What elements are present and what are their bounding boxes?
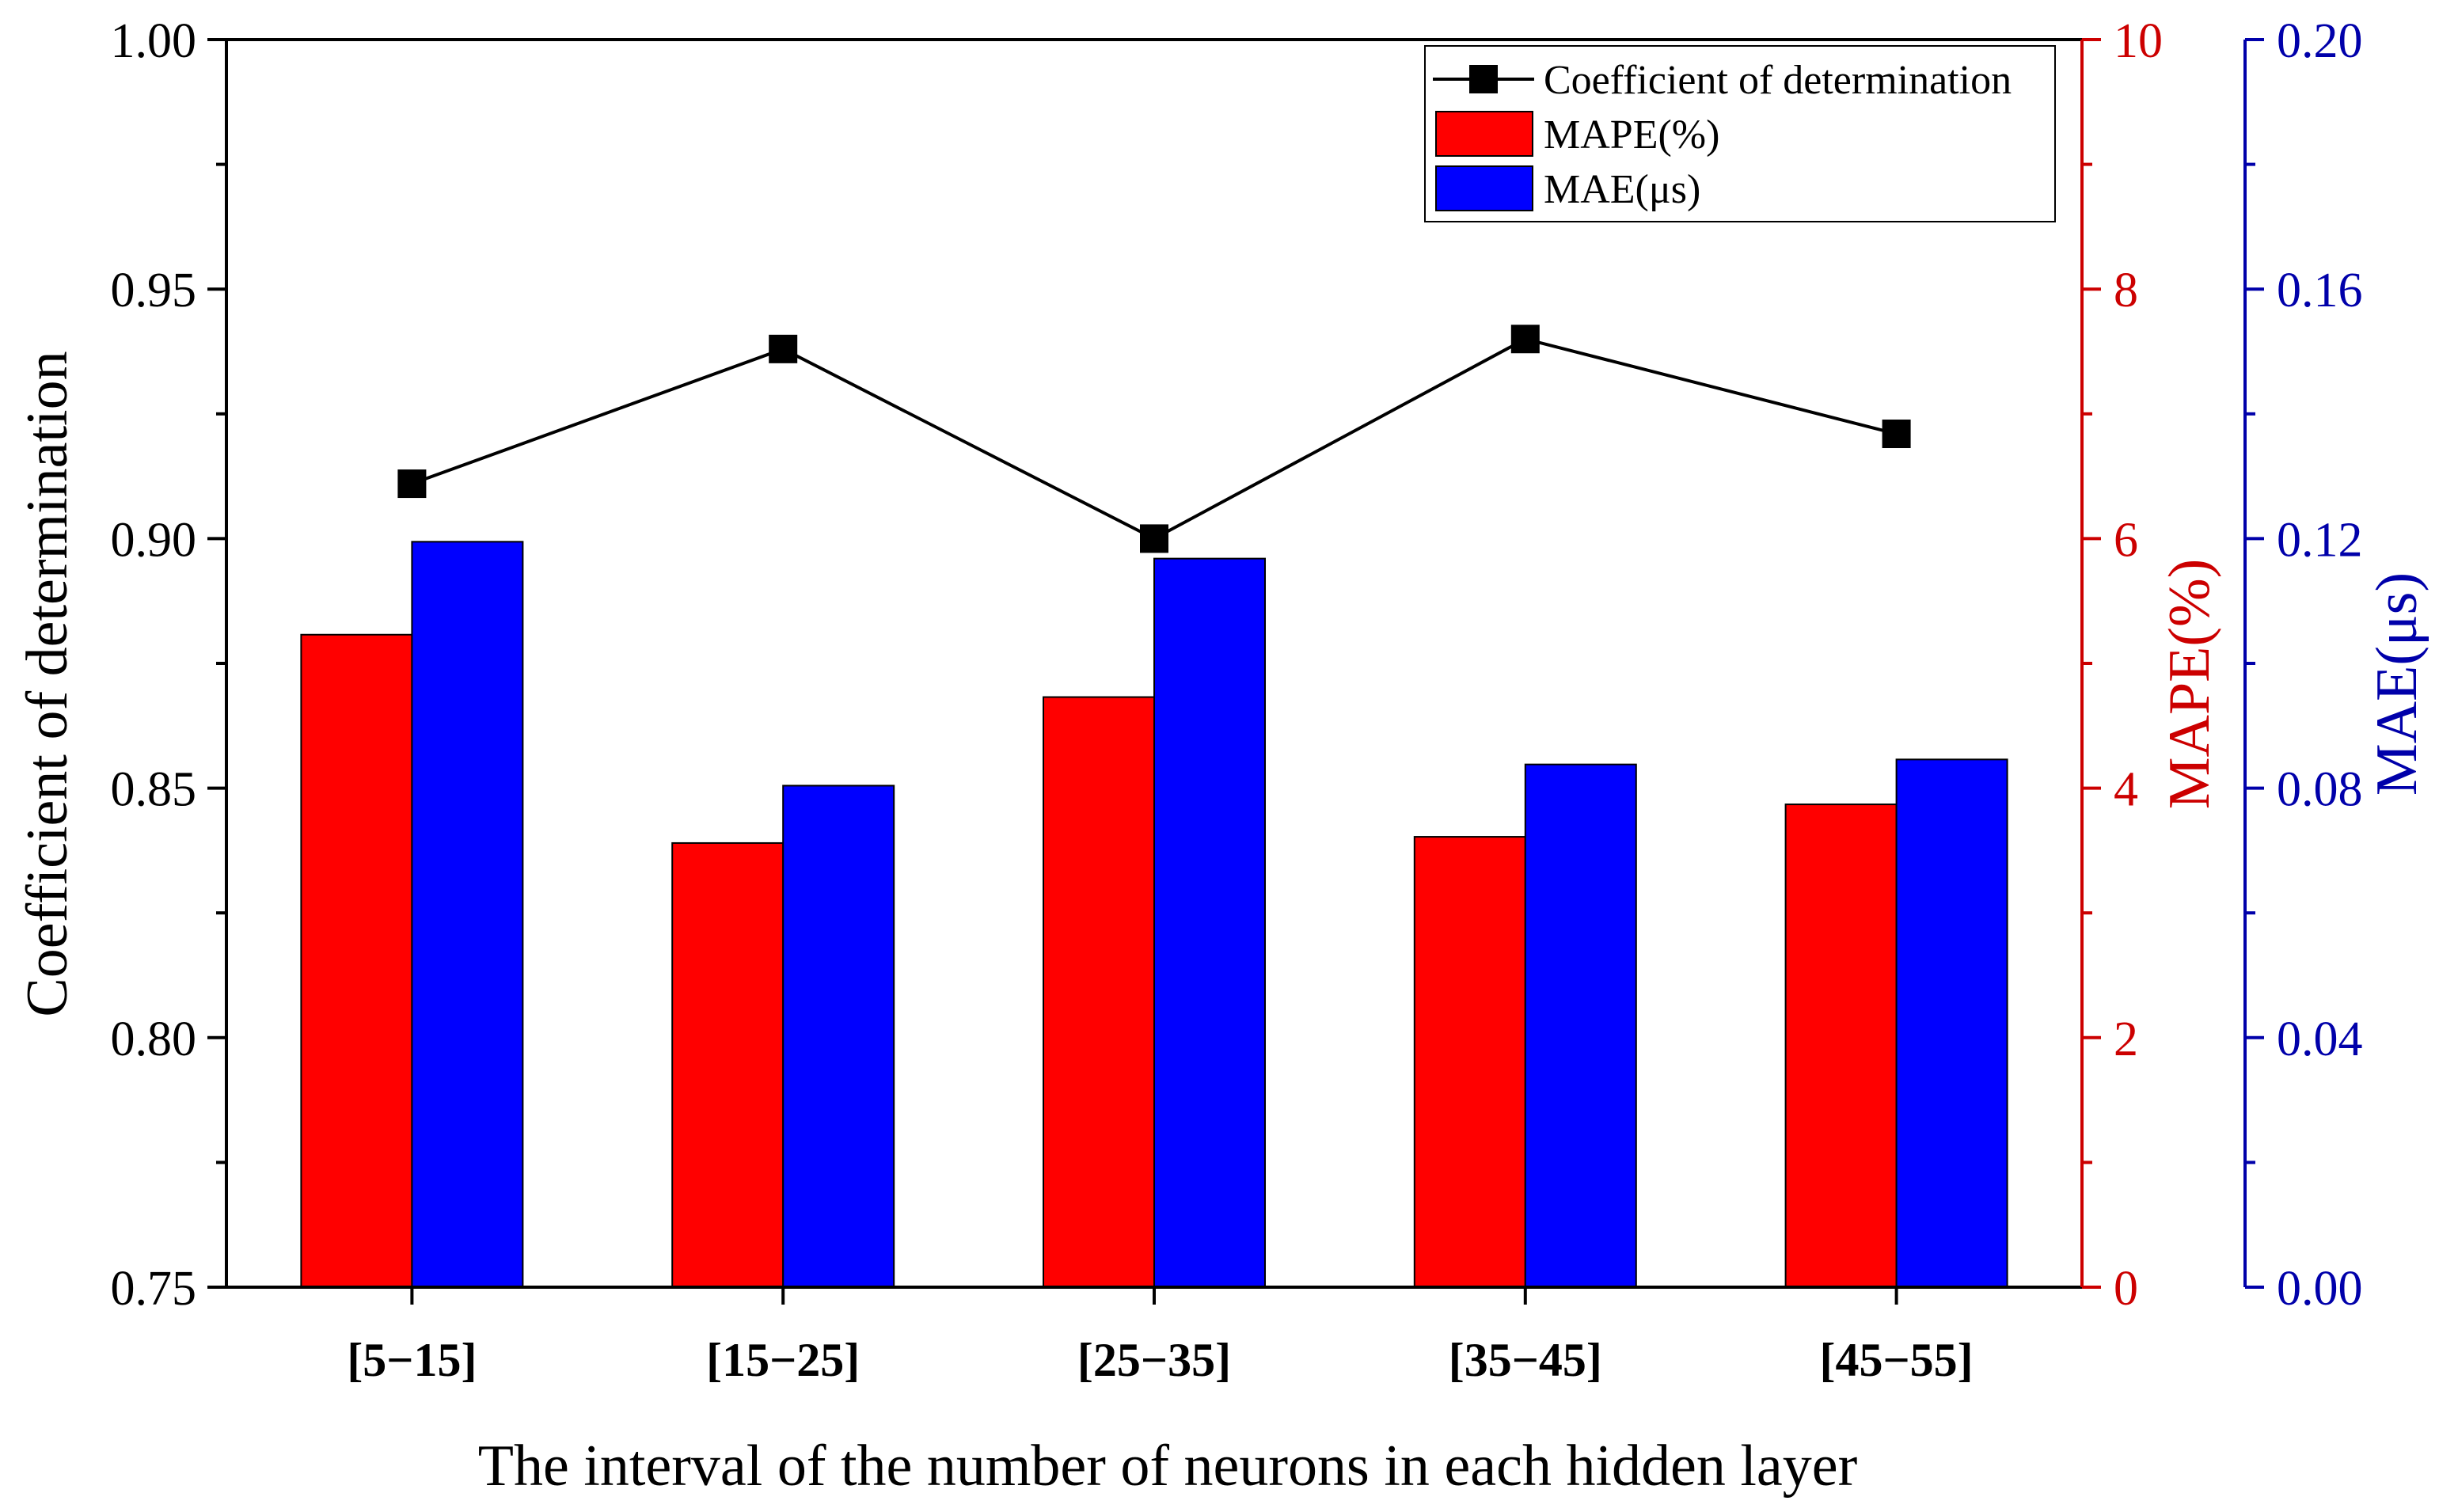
legend-entry-label: MAPE(%) (1544, 112, 1719, 158)
left-tick-label: 0.90 (111, 513, 197, 567)
left-tick-label: 1.00 (111, 14, 197, 68)
left-tick-label: 0.95 (111, 264, 197, 317)
mae-tick-label: 0.20 (2277, 14, 2363, 68)
x-axis-label: The interval of the number of neurons in… (478, 1434, 1857, 1499)
mae-tick-label: 0.04 (2277, 1012, 2363, 1066)
x-tick-label: [45−55] (1820, 1334, 1974, 1386)
r2-point-marker (397, 469, 427, 499)
mape-tick-label: 10 (2114, 14, 2163, 68)
legend-marker-swatch (1469, 65, 1498, 93)
mape-tick-label: 0 (2114, 1262, 2138, 1316)
legend-mae-swatch (1435, 165, 1533, 211)
r2-point-marker (1882, 420, 1911, 449)
mape-bar (300, 633, 413, 1288)
r2-point-marker (1510, 325, 1540, 354)
mape-bar (1413, 836, 1526, 1288)
left-tick-label: 0.85 (111, 763, 197, 817)
x-tick-label: [15−25] (706, 1334, 860, 1386)
mape-tick-label: 8 (2114, 264, 2138, 317)
mape-tick-label: 2 (2114, 1012, 2138, 1066)
mape-tick-label: 6 (2114, 513, 2138, 567)
bars-layer (300, 541, 2008, 1288)
mae-bar (782, 784, 895, 1288)
left-tick-label: 0.80 (111, 1012, 197, 1066)
mae-bar (1524, 763, 1637, 1288)
r2-point-marker (1140, 524, 1168, 553)
legend-mape-swatch (1435, 111, 1533, 157)
line-layer (397, 325, 1911, 553)
legend-entry-label: MAE(μs) (1544, 167, 1700, 212)
mae-axis-label: MAE(μs) (2365, 572, 2430, 796)
right-axis-mae: 0.00 0.04 0.08 0.12 0.16 0.20 (2243, 14, 2363, 1316)
x-tick-label: [5−15] (347, 1334, 477, 1386)
r2-point-marker (769, 334, 798, 363)
mape-bar (671, 841, 785, 1288)
mae-tick-label: 0.00 (2277, 1262, 2363, 1316)
legend: Coefficient of determination MAPE(%) MAE(μ… (1424, 45, 2056, 222)
mape-axis-label: MAPE(%) (2157, 559, 2222, 810)
mape-bar (1043, 696, 1155, 1288)
mape-bar (1784, 803, 1898, 1288)
legend-entry-label: Coefficient of determination (1544, 58, 2012, 103)
left-tick-label: 0.75 (111, 1262, 197, 1316)
left-axis-label: Coefficient of determination (15, 351, 80, 1016)
x-tick-label: [35−45] (1449, 1334, 1602, 1386)
x-tick-label: [25−35] (1077, 1334, 1231, 1386)
mae-bar (411, 541, 524, 1288)
left-axis: 0.75 0.80 0.85 0.90 0.95 1.00 (111, 14, 228, 1316)
mape-tick-label: 4 (2114, 763, 2138, 817)
r2-series-line (411, 337, 1898, 541)
mae-bar (1895, 758, 2008, 1288)
x-axis: [5−15] [15−25] [25−35] [35−45] [45−55] (347, 1287, 1974, 1386)
mae-tick-label: 0.12 (2277, 513, 2363, 567)
mae-bar (1153, 557, 1266, 1288)
right-axis-mape: 0 2 4 6 8 10 (2080, 14, 2163, 1316)
mae-tick-label: 0.08 (2277, 763, 2363, 817)
mae-tick-label: 0.16 (2277, 264, 2363, 317)
